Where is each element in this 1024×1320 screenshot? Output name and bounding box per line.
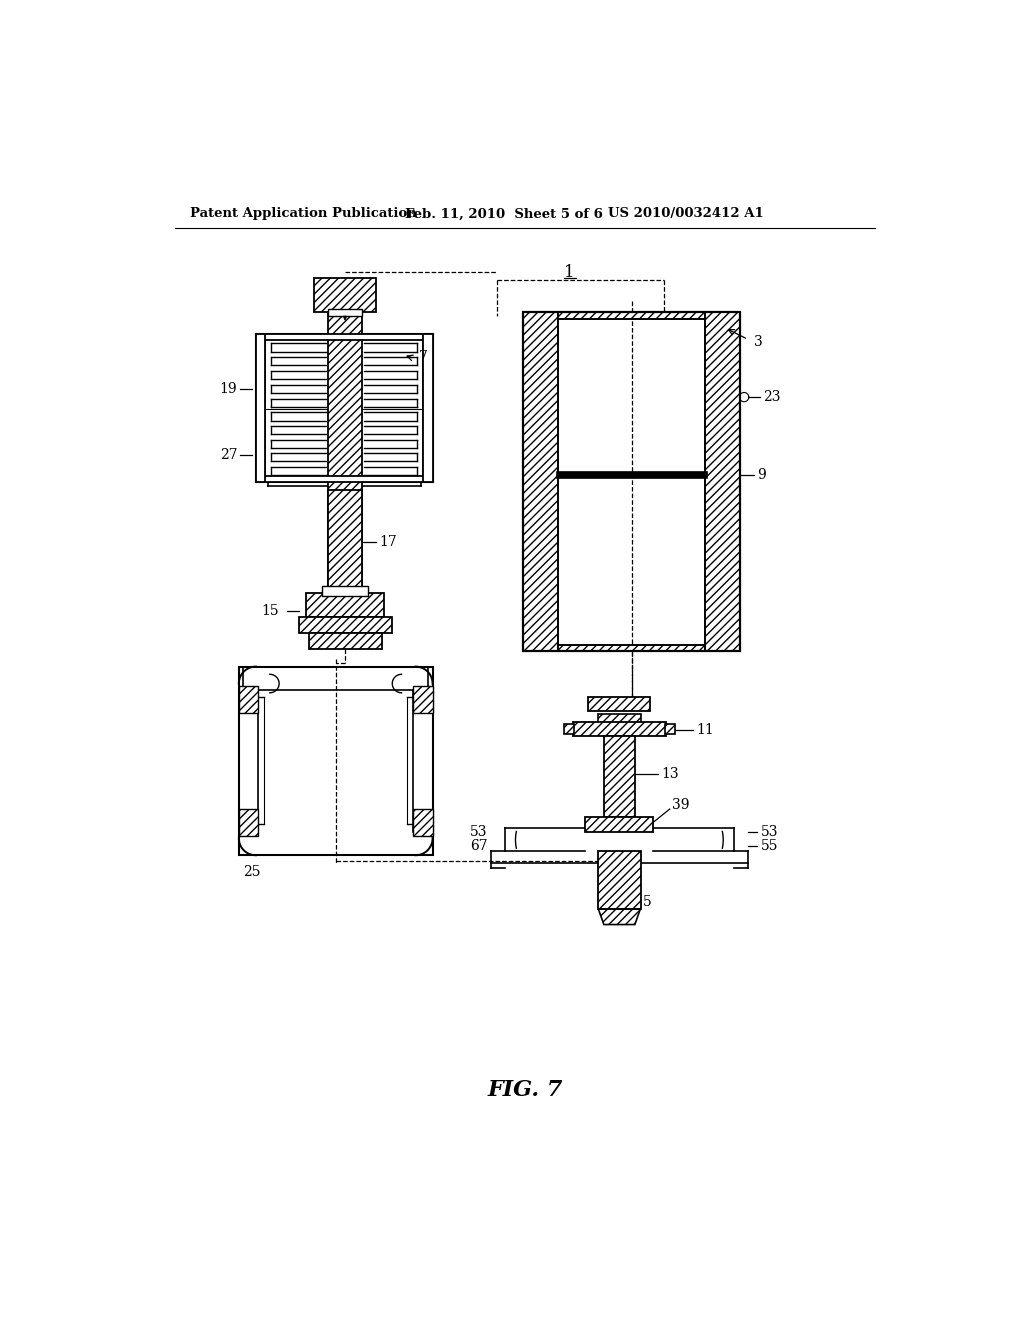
Bar: [322, 586, 369, 595]
Bar: [239, 686, 258, 713]
Text: 5: 5: [643, 895, 651, 909]
Text: 13: 13: [662, 767, 679, 781]
Text: FIG. 7: FIG. 7: [487, 1080, 562, 1101]
Polygon shape: [343, 317, 346, 321]
Text: 11: 11: [696, 723, 714, 737]
Bar: [589, 697, 650, 711]
Text: 19: 19: [220, 383, 238, 396]
Bar: [239, 809, 258, 836]
Bar: [328, 490, 362, 594]
Text: 67: 67: [470, 840, 487, 853]
Bar: [308, 634, 382, 649]
Bar: [523, 313, 558, 651]
Bar: [256, 334, 265, 482]
Text: 53: 53: [470, 825, 487, 840]
Bar: [558, 313, 706, 318]
Text: US 2010/0032412 A1: US 2010/0032412 A1: [608, 207, 764, 220]
Bar: [598, 851, 641, 909]
Bar: [256, 475, 432, 482]
Bar: [665, 723, 675, 734]
Bar: [256, 334, 432, 341]
Text: 27: 27: [220, 447, 238, 462]
Text: 25: 25: [243, 865, 260, 879]
Bar: [598, 714, 641, 725]
Text: 53: 53: [761, 825, 778, 840]
Bar: [604, 737, 635, 817]
Bar: [299, 616, 391, 634]
Bar: [586, 817, 653, 832]
Bar: [423, 334, 432, 482]
Text: 7: 7: [419, 350, 427, 364]
Text: 15: 15: [261, 605, 280, 618]
Bar: [523, 313, 740, 651]
Bar: [306, 594, 384, 616]
Bar: [328, 309, 362, 317]
Bar: [558, 645, 706, 651]
Bar: [314, 277, 376, 313]
Bar: [706, 313, 740, 651]
Text: 55: 55: [761, 840, 778, 853]
Bar: [414, 809, 432, 836]
Polygon shape: [598, 909, 640, 924]
Bar: [328, 313, 362, 590]
Text: 23: 23: [763, 391, 780, 404]
Text: 3: 3: [755, 335, 763, 348]
Bar: [563, 723, 573, 734]
Text: 17: 17: [379, 535, 397, 549]
Text: 9: 9: [758, 467, 766, 482]
Bar: [414, 686, 432, 713]
Bar: [572, 722, 666, 737]
Text: 39: 39: [672, 799, 689, 812]
Text: Feb. 11, 2010  Sheet 5 of 6: Feb. 11, 2010 Sheet 5 of 6: [406, 207, 603, 220]
Bar: [239, 667, 432, 855]
Text: 1: 1: [564, 264, 575, 281]
Bar: [557, 471, 707, 478]
Text: Patent Application Publication: Patent Application Publication: [190, 207, 417, 220]
